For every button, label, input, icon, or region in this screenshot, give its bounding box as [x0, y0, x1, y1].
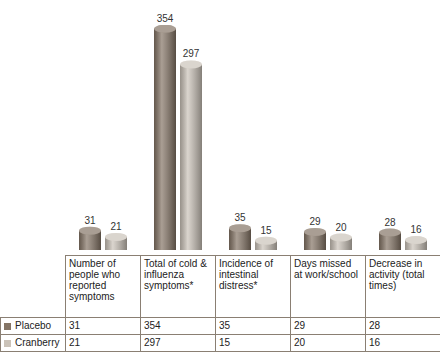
html-text:16: 16	[369, 337, 381, 348]
svg-text:35: 35	[234, 212, 246, 223]
svg-text:20: 20	[335, 222, 347, 233]
svg-text:31: 31	[84, 215, 96, 226]
html-text:Days missed at work/school: Days missed at work/school	[294, 258, 358, 280]
html-text:35: 35	[219, 320, 231, 331]
svg-text:297: 297	[183, 48, 200, 59]
html-text:28: 28	[369, 320, 381, 331]
svg-text:21: 21	[110, 221, 122, 232]
html-text:20: 20	[294, 337, 306, 348]
svg-text:16: 16	[410, 224, 422, 235]
html-text:Number of people who reported: Number of people who reported symptoms	[69, 258, 121, 302]
html-text:29: 29	[294, 320, 306, 331]
html-text:297: 297	[144, 337, 161, 348]
svg-text:354: 354	[157, 13, 174, 24]
html-text:354: 354	[144, 320, 161, 331]
html-text:21: 21	[69, 337, 81, 348]
html-text:Incidence of intestinal distre: Incidence of intestinal distress*	[219, 258, 273, 291]
html-text:Total of cold & influenza symp: Total of cold & influenza symptoms*	[144, 258, 207, 291]
svg-text:28: 28	[384, 217, 396, 228]
html-text:31: 31	[69, 320, 81, 331]
html-text:15: 15	[219, 337, 231, 348]
svg-text:29: 29	[309, 216, 321, 227]
svg-text:15: 15	[260, 225, 272, 236]
html-text:Placebo: Placebo	[15, 320, 52, 331]
html-text:Decrease in activity (total ti: Decrease in activity (total times)	[369, 258, 425, 291]
html-text:Cranberry: Cranberry	[15, 337, 60, 348]
